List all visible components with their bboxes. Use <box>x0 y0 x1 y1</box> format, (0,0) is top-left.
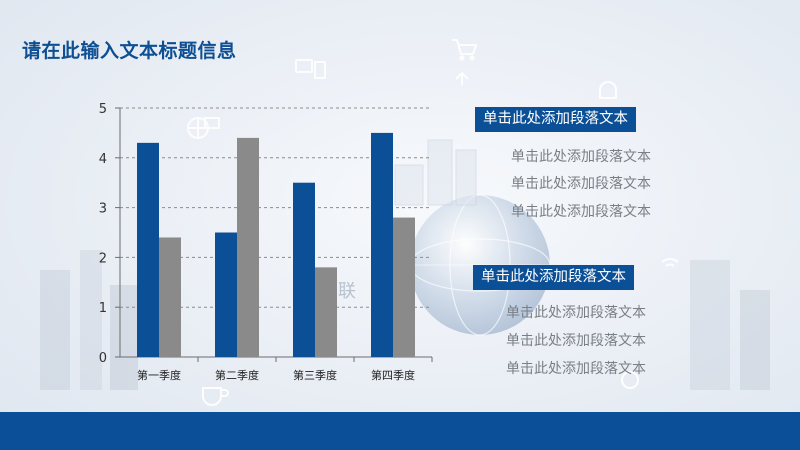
bar-series-2-2[interactable] <box>237 137 259 357</box>
bar-series-2-4[interactable] <box>393 217 415 357</box>
watermark-text: 联 <box>338 281 356 302</box>
group-1-line-3[interactable]: 单击此处添加段落文本 <box>511 204 651 220</box>
decorative-icons <box>187 39 679 406</box>
footer-band <box>0 412 800 450</box>
y-tick-label: 0 <box>99 351 107 366</box>
bar-series-1-3[interactable] <box>293 182 315 357</box>
group-2-line-1[interactable]: 单击此处添加段落文本 <box>506 305 646 321</box>
x-tick-label: 第四季度 <box>371 368 415 382</box>
y-tick-label: 5 <box>99 102 107 117</box>
y-tick-label: 1 <box>99 301 107 316</box>
y-axis: 0 1 2 3 4 5 <box>99 102 121 366</box>
y-tick-label: 2 <box>99 251 107 266</box>
x-axis: 第一季度 第二季度 第三季度 第四季度 <box>120 356 433 382</box>
group-2-line-2[interactable]: 单击此处添加段落文本 <box>506 333 646 349</box>
y-tick-label: 4 <box>99 152 107 167</box>
x-tick-label: 第一季度 <box>137 368 181 382</box>
bar-series-1-4[interactable] <box>371 132 393 357</box>
page-title: 请在此输入文本标题信息 <box>22 40 237 62</box>
bar-series-1-2[interactable] <box>215 232 237 358</box>
bar-series-2-3[interactable] <box>315 267 337 357</box>
x-tick-label: 第二季度 <box>215 368 259 382</box>
group-1-line-1[interactable]: 单击此处添加段落文本 <box>511 149 651 165</box>
y-tick-label: 3 <box>99 202 107 217</box>
group-heading-1[interactable]: 单击此处添加段落文本 <box>475 107 636 132</box>
bar-series-2-1[interactable] <box>159 237 181 357</box>
group-2-line-3[interactable]: 单击此处添加段落文本 <box>506 361 646 377</box>
group-1-line-2[interactable]: 单击此处添加段落文本 <box>511 176 651 192</box>
city-silhouette <box>40 250 770 390</box>
bar-series-1-1[interactable] <box>137 142 159 357</box>
buildings-icon <box>394 139 477 206</box>
group-heading-2[interactable]: 单击此处添加段落文本 <box>473 265 634 290</box>
bar-chart: 联 0 1 2 3 4 5 第一季度 第二季度 第三季度 第四季度 <box>99 102 433 382</box>
x-tick-label: 第三季度 <box>293 368 337 382</box>
bars <box>137 132 415 358</box>
